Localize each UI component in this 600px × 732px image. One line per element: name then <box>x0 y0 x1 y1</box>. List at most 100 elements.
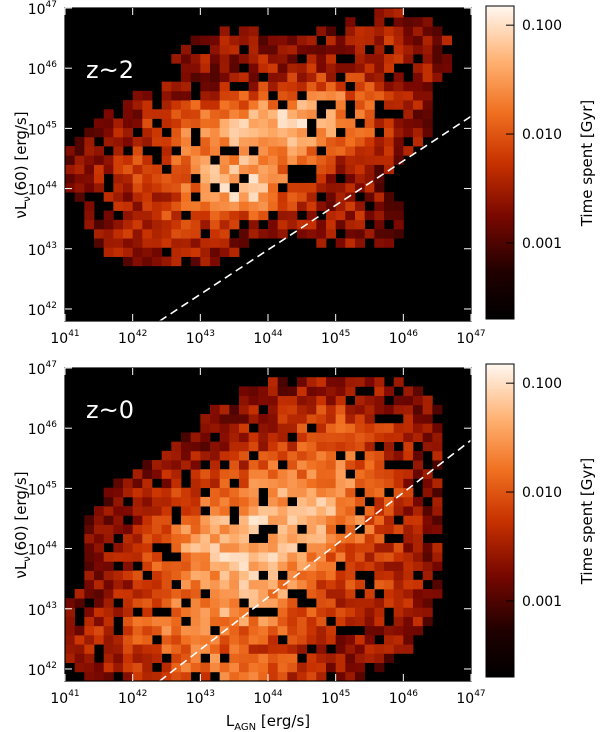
heatmap-cell <box>268 81 279 92</box>
heatmap-cell <box>132 496 143 507</box>
heatmap-cell <box>248 432 259 443</box>
heatmap-cell <box>113 173 124 184</box>
heatmap-cell <box>393 570 404 581</box>
heatmap-cell <box>403 552 414 562</box>
heatmap-cell <box>384 598 395 608</box>
heatmap-cell <box>181 662 192 673</box>
heatmap-cell <box>132 100 143 110</box>
heatmap-cell <box>74 653 85 663</box>
heatmap-cell <box>190 644 201 654</box>
heatmap-cell <box>94 533 105 544</box>
heatmap-cell <box>306 63 317 73</box>
heatmap-cell <box>248 210 259 221</box>
heatmap-cell <box>403 404 414 415</box>
heatmap-cell <box>229 219 240 230</box>
heatmap-cell <box>432 542 443 553</box>
heatmap-cell <box>132 90 143 101</box>
heatmap-cell <box>316 127 327 138</box>
heatmap-cell <box>384 238 395 248</box>
heatmap-cell <box>384 625 395 636</box>
heatmap-cell <box>103 561 114 571</box>
heatmap-cell <box>335 653 346 663</box>
heatmap-cell <box>181 201 192 211</box>
heatmap-cell <box>306 653 317 663</box>
heatmap-cell <box>364 644 375 654</box>
heatmap-cell <box>210 561 221 571</box>
heatmap-cell <box>432 441 443 452</box>
heatmap-cell <box>229 487 240 498</box>
heatmap-cell <box>345 404 356 415</box>
heatmap-cell <box>142 182 153 193</box>
heatmap-cell <box>152 238 163 248</box>
heatmap-cell <box>422 404 433 415</box>
heatmap-cell <box>210 219 221 230</box>
colorbar <box>485 363 515 678</box>
colorbar-tick-label: 0.001 <box>522 594 562 610</box>
heatmap-cell <box>393 54 404 64</box>
heatmap-cell <box>287 219 298 230</box>
heatmap-cell <box>297 432 308 443</box>
heatmap-cell <box>277 515 288 525</box>
heatmap-cell <box>229 414 240 424</box>
heatmap-cell <box>364 164 375 175</box>
heatmap-cell <box>142 625 153 636</box>
heatmap-cell <box>152 552 163 562</box>
heatmap-cell <box>229 524 240 535</box>
heatmap-cell <box>364 173 375 184</box>
heatmap-cell <box>190 496 201 507</box>
heatmap-cell <box>210 127 221 138</box>
heatmap-cell <box>219 487 230 498</box>
heatmap-cell <box>171 634 182 645</box>
heatmap-cell <box>422 542 433 553</box>
heatmap-cell <box>403 44 414 55</box>
y-tick-label: 1044 <box>28 181 58 199</box>
heatmap-cell <box>374 570 385 581</box>
heatmap-cell <box>422 616 433 627</box>
heatmap-cell <box>113 552 124 562</box>
heatmap-cell <box>393 90 404 101</box>
heatmap-cell <box>248 35 259 46</box>
heatmap-cell <box>258 414 269 424</box>
heatmap-cell <box>384 228 395 239</box>
heatmap-cell <box>113 228 124 239</box>
heatmap-cell <box>248 26 259 37</box>
heatmap-cell <box>171 247 182 257</box>
heatmap-cell <box>413 100 424 110</box>
heatmap-cell <box>94 182 105 193</box>
heatmap-cell <box>171 671 182 681</box>
heatmap-cell <box>306 35 317 46</box>
heatmap-cell <box>422 90 433 101</box>
heatmap-cell <box>248 81 259 92</box>
heatmap-cell <box>123 579 134 590</box>
heatmap-cell <box>113 192 124 202</box>
heatmap-cell <box>123 109 134 119</box>
heatmap-cell <box>171 542 182 553</box>
heatmap-cell <box>219 561 230 571</box>
heatmap-cell <box>84 644 95 654</box>
heatmap-cell <box>422 524 433 535</box>
heatmap-cell <box>113 542 124 553</box>
heatmap-cell <box>393 395 404 406</box>
heatmap-cell <box>413 579 424 590</box>
heatmap-cell <box>210 201 221 211</box>
heatmap-cell <box>161 182 172 193</box>
heatmap-cell <box>287 653 298 663</box>
heatmap-cell <box>432 579 443 590</box>
heatmap-cell <box>335 533 346 544</box>
heatmap-cell <box>364 653 375 663</box>
heatmap-cell <box>374 54 385 64</box>
heatmap-cell <box>345 118 356 129</box>
heatmap-cell <box>277 35 288 46</box>
heatmap-cell <box>374 63 385 73</box>
heatmap-cell <box>297 127 308 138</box>
heatmap-cell <box>248 644 259 654</box>
heatmap-cell <box>103 210 114 221</box>
heatmap-cell <box>403 81 414 92</box>
heatmap-cell <box>152 256 163 267</box>
heatmap-cell <box>258 146 269 156</box>
heatmap-cell <box>287 404 298 415</box>
heatmap-cell <box>142 238 153 248</box>
heatmap-cell <box>181 625 192 636</box>
heatmap-cell <box>103 579 114 590</box>
heatmap-cell <box>316 515 327 525</box>
